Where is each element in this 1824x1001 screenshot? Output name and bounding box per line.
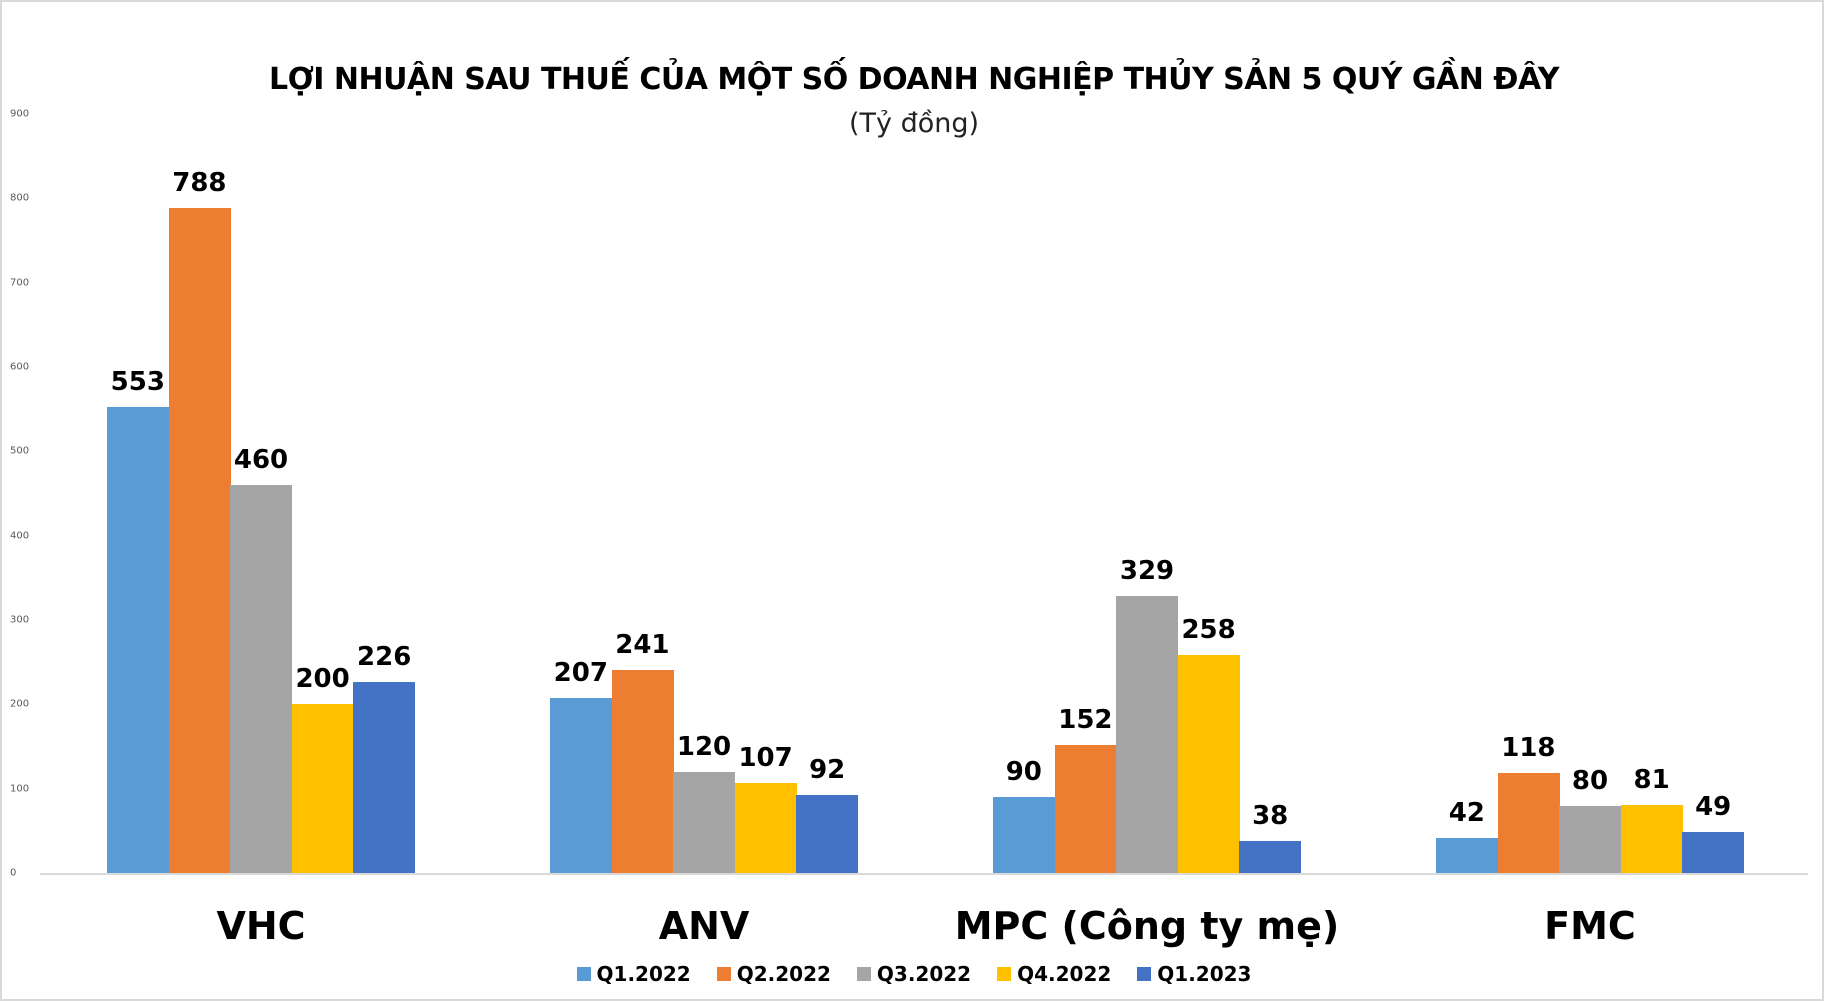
data-label: 460 [233,445,289,476]
bar [107,406,170,873]
data-label: 42 [1448,797,1485,828]
data-label: 152 [1058,704,1113,735]
data-label: 81 [1633,764,1670,795]
data-label: 553 [110,366,165,397]
data-label: 207 [553,658,608,689]
bar [611,669,674,873]
y-tick-label: 200 [10,698,30,710]
bar [1620,804,1683,873]
category-label: ANV [658,904,750,948]
bar [673,771,736,873]
bar [550,698,613,873]
bar [168,208,231,873]
y-tick-label: 300 [10,614,30,626]
bar [1116,595,1179,873]
legend-swatch-icon [997,967,1012,981]
bar [796,795,859,873]
bar [1682,831,1745,873]
bar [734,782,797,873]
data-label: 90 [1005,757,1042,788]
data-label: 107 [738,742,793,773]
data-label: 92 [809,755,846,786]
legend-label: Q1.2023 [1157,962,1252,986]
bar [1559,805,1622,873]
legend-item: Q3.2022 [856,962,972,986]
category-label: VHC [216,904,306,948]
data-label: 118 [1501,733,1556,764]
y-tick-label: 600 [10,361,30,373]
chart-title: LỢI NHUẬN SAU THUẾ CỦA MỘT SỐ DOANH NGHI… [268,62,1560,97]
legend-swatch-icon [716,967,731,981]
y-tick-label: 700 [10,277,30,289]
legend-label: Q3.2022 [876,962,972,986]
legend-label: Q1.2022 [596,962,691,986]
legend-swatch-icon [856,967,871,981]
data-label: 788 [172,168,227,199]
legend-swatch-icon [576,967,591,981]
y-tick-label: 800 [10,192,30,204]
legend-label: Q2.2022 [736,962,831,986]
legend-item: Q2.2022 [716,962,831,986]
bar [230,485,293,873]
x-axis-line [40,873,1808,875]
bar [1054,744,1117,873]
data-label: 80 [1571,765,1609,796]
legend-item: Q4.2022 [997,962,1111,986]
data-label: 38 [1252,800,1289,831]
legend-item: Q1.2023 [1137,962,1251,986]
legend-swatch-icon [1137,967,1152,981]
bar [993,797,1056,873]
chart-subtitle: (Tỷ đồng) [848,108,980,139]
bar [1436,837,1499,873]
data-label: 200 [295,664,350,695]
y-tick-label: 500 [10,445,30,457]
bar [291,704,354,873]
data-label: 241 [615,629,670,660]
bar [1497,773,1560,873]
data-label: 258 [1181,615,1236,646]
data-label: 49 [1695,791,1732,822]
y-tick-label: 400 [10,530,30,542]
bar [353,682,416,873]
y-tick-label: 0 [10,867,17,879]
legend-label: Q4.2022 [1017,962,1112,986]
y-tick-label: 100 [10,783,30,795]
legend: Q1.2022 Q2.2022 Q3.2022 Q4.2022 Q1.2023 [2,962,1822,986]
legend-item: Q1.2022 [576,962,691,986]
bar [1239,840,1302,873]
category-label: MPC (Công ty mẹ) [954,904,1340,948]
y-tick-label: 900 [10,108,30,120]
data-label: 226 [357,642,412,673]
data-label: 329 [1119,555,1175,586]
bar [1177,655,1240,873]
data-label: 120 [676,731,732,762]
category-label: FMC [1544,904,1636,948]
